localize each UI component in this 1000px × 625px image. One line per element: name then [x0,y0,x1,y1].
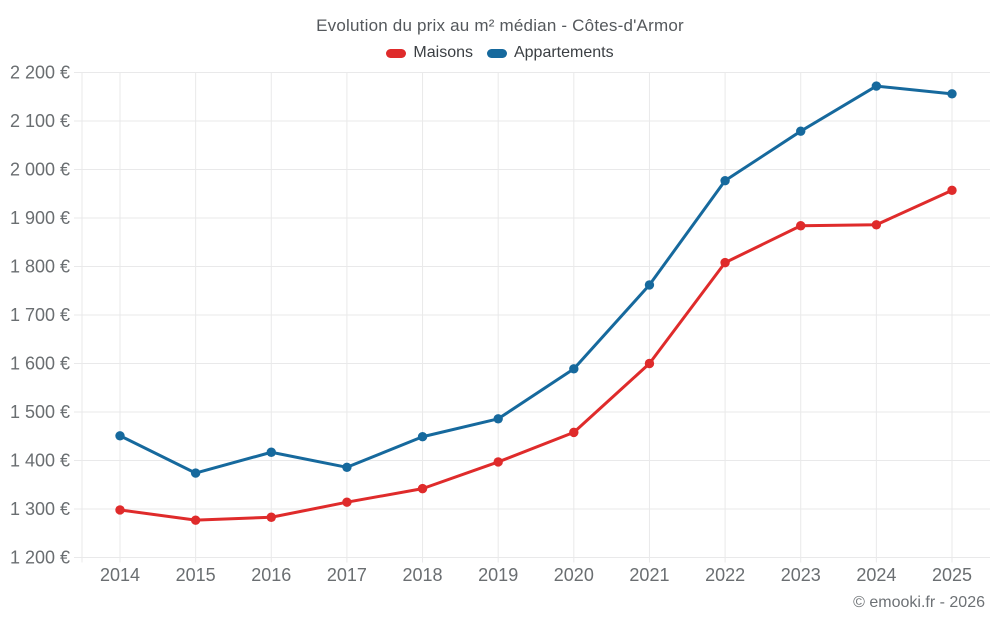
credit-text: © emooki.fr - 2026 [853,594,985,611]
y-axis-label: 1 200 € [10,548,70,568]
data-point-maisons[interactable] [266,512,276,522]
y-axis-label: 1 700 € [10,305,70,325]
x-axis-label: 2016 [251,565,291,585]
x-axis-label: 2018 [403,565,443,585]
data-point-appartements[interactable] [493,414,503,424]
legend-label-appartements: Appartements [513,44,614,61]
x-axis-label: 2019 [478,565,518,585]
y-axis-label: 2 200 € [10,63,70,83]
x-axis-label: 2022 [705,565,745,585]
data-point-appartements[interactable] [266,447,276,457]
chart-title: Evolution du prix au m² médian - Côtes-d… [316,16,684,35]
data-point-appartements[interactable] [871,81,882,91]
data-point-maisons[interactable] [493,457,503,467]
y-axis-label: 1 800 € [10,257,70,277]
data-point-maisons[interactable] [569,427,579,438]
gridlines [74,72,990,563]
x-axis-label: 2017 [327,565,367,585]
data-point-maisons[interactable] [871,220,882,230]
x-axis-label: 2015 [176,565,216,585]
data-point-appartements[interactable] [417,432,428,442]
y-axis-label: 2 000 € [10,160,70,180]
data-point-maisons[interactable] [947,185,957,196]
x-axis-label: 2024 [856,565,896,585]
data-point-appartements[interactable] [342,462,352,472]
series-line-appartements [118,84,954,475]
data-point-maisons[interactable] [644,358,655,369]
x-axis-label: 2023 [781,565,821,585]
data-point-appartements[interactable] [115,431,125,441]
data-point-appartements[interactable] [947,89,957,99]
legend-item-maisons[interactable]: Maisons [386,44,473,62]
data-point-appartements[interactable] [644,280,655,290]
data-point-maisons[interactable] [115,505,125,515]
legend-item-appartements[interactable]: Appartements [486,44,614,62]
maisons-series-swatch-icon [386,48,407,58]
y-axis-label: 1 600 € [10,354,70,374]
data-point-maisons[interactable] [342,497,352,507]
data-point-appartements[interactable] [569,364,579,374]
data-point-maisons[interactable] [190,515,201,525]
y-axis-label: 1 400 € [10,451,70,471]
data-point-maisons[interactable] [417,483,428,494]
x-axis-label: 2014 [100,565,140,585]
data-point-appartements[interactable] [796,126,806,136]
y-axis-label: 1 900 € [10,208,70,228]
legend-label-maisons: Maisons [413,44,473,61]
legend: Maisons Appartements [0,44,1000,62]
y-axis-label: 2 100 € [10,111,70,131]
data-point-appartements[interactable] [190,468,201,478]
x-axis-label: 2025 [932,565,972,585]
x-axis-label: 2020 [554,565,594,585]
series-line-maisons [118,188,954,522]
data-point-maisons[interactable] [720,257,730,268]
data-point-maisons[interactable] [796,221,806,231]
appartements-series-swatch-icon [486,48,507,58]
y-axis-label: 1 300 € [10,499,70,519]
data-point-appartements[interactable] [720,175,730,186]
x-axis-label: 2021 [629,565,669,585]
y-axis-label: 1 500 € [10,402,70,422]
